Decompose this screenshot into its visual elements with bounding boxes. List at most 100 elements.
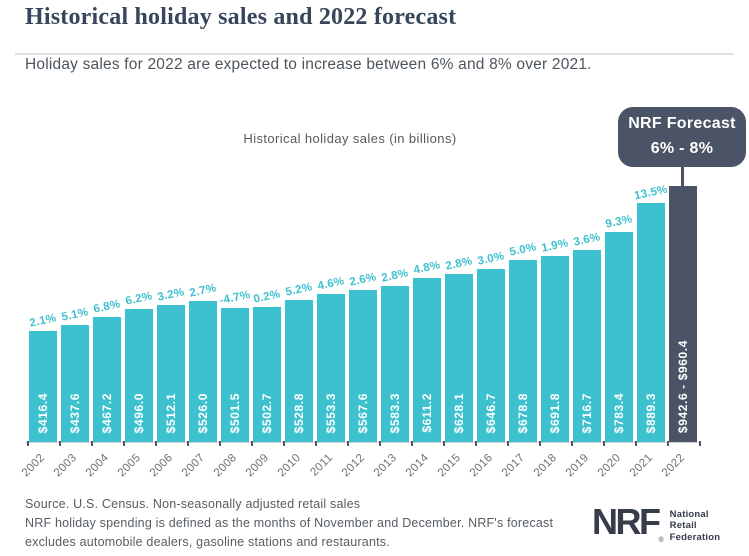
axis-tick: [475, 441, 477, 446]
axis-tick: [603, 441, 605, 446]
year-label-2013: 2013: [371, 451, 400, 480]
nrf-logo-abbr: NRF®: [592, 501, 664, 545]
nrf-logo-name: National Retail Federation: [669, 509, 721, 543]
definition-note-line1: NRF holiday spending is defined as the m…: [25, 515, 554, 530]
year-label-2002: 2002: [19, 451, 48, 480]
value-label-2022: $942.6 - $960.4: [676, 339, 690, 433]
forecast-badge-title: NRF Forecast: [628, 115, 736, 133]
pct-change-label-2008: -4.7%: [218, 288, 252, 308]
axis-tick: [667, 441, 669, 446]
pct-change-label-2010: 5.2%: [284, 281, 314, 299]
axis-tick: [507, 441, 509, 446]
value-label-2013: $583.3: [388, 392, 402, 433]
nrf-forecast-badge: NRF Forecast 6% - 8%: [618, 107, 746, 167]
bar-2010: 5.2% $528.8: [285, 281, 313, 443]
pct-change-label-2015: 2.8%: [444, 255, 474, 273]
nrf-logo: NRF® National Retail Federation: [592, 501, 721, 545]
year-label-2007: 2007: [179, 451, 208, 480]
pct-change-label-2007: 2.7%: [188, 282, 218, 300]
value-label-2021: $889.3: [644, 392, 658, 433]
definition-note-line2: excludes automobile dealers, gasoline st…: [25, 534, 390, 549]
bar-2012: 2.6% $567.6: [349, 271, 377, 443]
value-label-2012: $567.6: [356, 392, 370, 433]
year-label-2016: 2016: [467, 451, 496, 480]
year-label-2003: 2003: [51, 451, 80, 480]
forecast-badge-range: 6% - 8%: [650, 140, 714, 157]
source-note: Source. U.S. Census. Non-seasonally adju…: [25, 497, 361, 511]
bar-plot: 2.1% $416.4 5.1% $437.6 6.8% $467.2 6.2% $496.0…: [29, 183, 697, 443]
bar-2006: 3.2% $512.1: [157, 286, 185, 443]
year-label-2018: 2018: [531, 451, 560, 480]
year-label-2021: 2021: [627, 451, 656, 480]
value-label-2018: $691.8: [548, 392, 562, 433]
year-label-2004: 2004: [83, 451, 112, 480]
pct-change-label-2019: 3.6%: [572, 231, 602, 249]
forecast-connector-line: [681, 166, 684, 187]
year-label-2010: 2010: [275, 451, 304, 480]
bar-2021: 13.5% $889.3: [633, 184, 669, 443]
axis-tick: [155, 441, 157, 446]
bar-2002: 2.1% $416.4: [29, 312, 57, 443]
pct-change-label-2012: 2.6%: [348, 271, 378, 289]
value-label-2008: $501.5: [228, 392, 242, 433]
year-label-2022: 2022: [659, 451, 688, 480]
axis-tick: [251, 441, 253, 446]
year-label-2017: 2017: [499, 451, 528, 480]
value-label-2015: $628.1: [452, 392, 466, 433]
bar-2018: 1.9% $691.8: [541, 237, 569, 443]
axis-tick: [699, 441, 701, 446]
axis-tick: [91, 441, 93, 446]
axis-tick: [571, 441, 573, 446]
bar-2003: 5.1% $437.6: [61, 306, 89, 443]
value-label-2019: $716.7: [580, 392, 594, 433]
page-subtitle: Holiday sales for 2022 are expected to i…: [25, 56, 592, 73]
axis-tick: [315, 441, 317, 446]
bar-2009: 0.2% $502.7: [253, 288, 281, 443]
value-label-2020: $783.4: [612, 392, 626, 433]
bar-2016: 3.0% $646.7: [477, 250, 505, 443]
bar-2008: -4.7% $501.5: [219, 289, 251, 443]
axis-tick: [219, 441, 221, 446]
year-label-2011: 2011: [308, 451, 336, 479]
axis-tick: [123, 441, 125, 446]
bar-2020: 9.3% $783.4: [605, 213, 633, 443]
year-label-2020: 2020: [595, 451, 624, 480]
x-axis-line: [25, 442, 701, 443]
pct-change-label-2021: 13.5%: [633, 183, 669, 203]
pct-change-label-2005: 6.2%: [124, 290, 154, 308]
value-label-2014: $611.2: [420, 393, 434, 433]
title-divider: [15, 53, 734, 55]
value-label-2017: $678.8: [516, 392, 530, 433]
bar-2015: 2.8% $628.1: [445, 255, 473, 443]
axis-tick: [27, 441, 29, 446]
page-title: Historical holiday sales and 2022 foreca…: [25, 4, 457, 30]
pct-change-label-2020: 9.3%: [604, 213, 634, 231]
bar-2004: 6.8% $467.2: [93, 298, 121, 443]
value-label-2009: $502.7: [260, 392, 274, 433]
year-label-2012: 2012: [339, 451, 368, 480]
year-label-2009: 2009: [243, 451, 272, 480]
value-label-2003: $437.6: [68, 392, 82, 433]
pct-change-label-2004: 6.8%: [92, 298, 122, 316]
value-label-2002: $416.4: [36, 392, 50, 433]
value-label-2006: $512.1: [164, 392, 178, 433]
year-label-2006: 2006: [147, 451, 176, 480]
bar-2007: 2.7% $526.0: [189, 282, 217, 443]
pct-change-label-2016: 3.0%: [476, 250, 506, 268]
pct-change-label-2014: 4.8%: [412, 259, 442, 277]
value-label-2004: $467.2: [100, 392, 114, 433]
pct-change-label-2017: 5.0%: [508, 241, 538, 259]
footer-notes: Source. U.S. Census. Non-seasonally adju…: [25, 495, 553, 551]
pct-change-label-2011: 4.6%: [316, 275, 346, 293]
pct-change-label-2018: 1.9%: [540, 237, 570, 255]
bar-2019: 3.6% $716.7: [573, 231, 601, 443]
year-label-2014: 2014: [403, 451, 432, 480]
value-label-2007: $526.0: [196, 392, 210, 433]
year-label-2008: 2008: [211, 451, 240, 480]
axis-tick: [379, 441, 381, 446]
axis-tick: [283, 441, 285, 446]
value-label-2016: $646.7: [484, 392, 498, 433]
chart-title: Historical holiday sales (in billions): [243, 131, 457, 146]
year-label-2019: 2019: [563, 451, 592, 480]
